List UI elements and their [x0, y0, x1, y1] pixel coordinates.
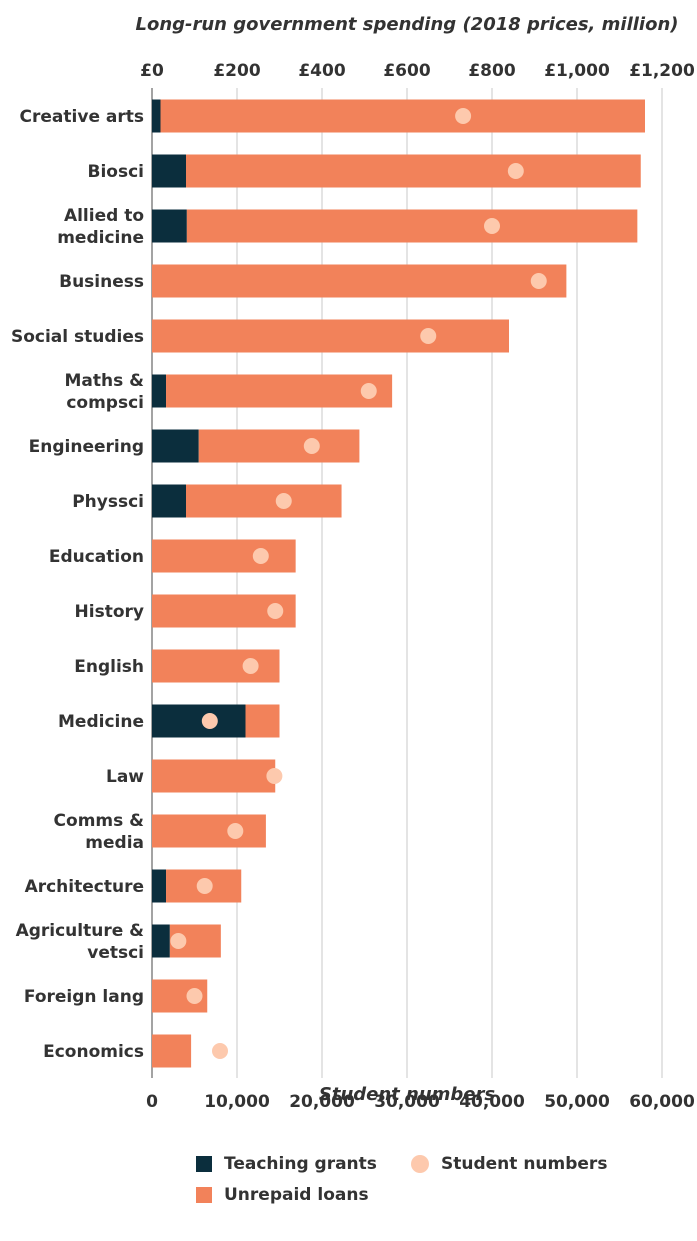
student-number-dots	[170, 108, 547, 1059]
student-number-dot	[360, 383, 377, 399]
category-label: Economics	[43, 1042, 144, 1062]
student-number-dot	[420, 328, 437, 344]
category-label: medicine	[57, 228, 144, 248]
bottom-tick-label: 20,000	[289, 1092, 355, 1112]
top-tick-label: £400	[298, 61, 345, 81]
bar-teaching-grants	[152, 924, 170, 958]
student-number-dot	[170, 933, 187, 949]
category-label: Medicine	[58, 712, 144, 732]
category-label: History	[75, 602, 144, 622]
top-tick-label: £1,000	[544, 61, 610, 81]
legend-item-student-numbers: Student numbers	[411, 1154, 607, 1174]
top-tick-label: £600	[383, 61, 430, 81]
category-label: Education	[49, 547, 144, 567]
bar-unrepaid-loans	[152, 649, 280, 683]
category-label: compsci	[66, 393, 144, 413]
category-label: Physsci	[72, 492, 144, 512]
chart-title: Long-run government spending (2018 price…	[135, 14, 678, 35]
category-label: media	[85, 833, 144, 853]
category-label: English	[74, 657, 144, 677]
bar-teaching-grants	[152, 429, 199, 463]
bar-teaching-grants	[152, 869, 167, 903]
student-number-dot	[186, 988, 203, 1004]
bar-unrepaid-loans	[152, 759, 276, 793]
teaching-grants-swatch	[196, 1156, 212, 1172]
category-label: Maths &	[65, 371, 145, 391]
student-number-dot	[275, 493, 292, 509]
bar-unrepaid-loans	[160, 99, 645, 133]
top-tick-label: £800	[468, 61, 515, 81]
bars	[152, 99, 645, 1068]
legend-label: Unrepaid loans	[224, 1185, 369, 1205]
category-label: vetsci	[87, 943, 144, 963]
student-number-dot	[201, 713, 218, 729]
category-label: Business	[59, 272, 144, 292]
legend-label: Student numbers	[441, 1154, 608, 1174]
category-label: Social studies	[11, 327, 144, 347]
student-number-dot	[266, 768, 283, 784]
top-axis-ticks: £0 £200 £400 £600 £800 £1,000 £1,200	[140, 61, 695, 81]
bar-teaching-grants	[152, 99, 161, 133]
bar-teaching-grants	[152, 374, 167, 408]
bottom-tick-label: 0	[146, 1092, 158, 1112]
top-tick-label: £1,200	[629, 61, 695, 81]
bar-unrepaid-loans	[152, 814, 266, 848]
bar-unrepaid-loans	[152, 539, 296, 573]
student-number-dot	[196, 878, 213, 894]
student-number-dot	[242, 658, 259, 674]
x-axis-title: Student numbers	[319, 1084, 496, 1105]
bar-teaching-grants	[152, 484, 186, 518]
legend: Teaching grants Student numbers Unrepaid…	[196, 1154, 676, 1240]
bar-teaching-grants	[152, 704, 246, 738]
category-label: Creative arts	[20, 107, 144, 127]
category-label: Allied to	[64, 206, 144, 226]
student-number-dot	[212, 1043, 228, 1059]
category-label: Biosci	[88, 162, 145, 182]
bar-unrepaid-loans	[152, 264, 567, 298]
chart-svg: Long-run government spending (2018 price…	[11, 14, 695, 1112]
legend-label: Teaching grants	[224, 1154, 377, 1174]
unrepaid-loans-swatch	[196, 1187, 212, 1203]
category-label: Agriculture &	[16, 921, 145, 941]
top-tick-label: £200	[213, 61, 260, 81]
bar-unrepaid-loans	[186, 209, 638, 243]
bottom-tick-label: 30,000	[374, 1092, 440, 1112]
student-number-dot	[303, 438, 320, 454]
bar-unrepaid-loans	[152, 319, 509, 353]
student-number-dot	[507, 163, 524, 179]
student-number-dot	[267, 603, 284, 619]
student-numbers-swatch	[411, 1155, 429, 1173]
category-label: Comms &	[54, 811, 145, 831]
category-label: Engineering	[29, 437, 144, 457]
category-label: Foreign lang	[24, 987, 144, 1007]
bar-teaching-grants	[152, 154, 186, 188]
legend-item-teaching-grants: Teaching grants	[196, 1154, 377, 1174]
category-label: Architecture	[25, 877, 144, 897]
bar-unrepaid-loans	[245, 704, 280, 738]
bar-unrepaid-loans	[152, 1034, 192, 1068]
bar-unrepaid-loans	[198, 429, 360, 463]
bottom-tick-label: 60,000	[629, 1092, 695, 1112]
student-number-dot	[530, 273, 547, 289]
student-number-dot	[252, 548, 269, 564]
bar-unrepaid-loans	[186, 484, 342, 518]
bottom-axis-ticks: 0 10,000 20,000 30,000 40,000 50,000 60,000	[146, 1092, 695, 1112]
bottom-tick-label: 50,000	[544, 1092, 610, 1112]
grid-lines	[151, 88, 663, 1078]
student-number-dot	[484, 218, 500, 234]
bar-teaching-grants	[152, 209, 187, 243]
student-number-dot	[227, 823, 244, 839]
bar-unrepaid-loans	[166, 374, 393, 408]
legend-item-unrepaid-loans: Unrepaid loans	[196, 1185, 369, 1205]
bottom-tick-label: 10,000	[204, 1092, 270, 1112]
student-number-dot	[455, 108, 472, 124]
bar-unrepaid-loans	[186, 154, 641, 188]
category-label: Law	[106, 767, 144, 787]
top-tick-label: £0	[140, 61, 164, 81]
bottom-tick-label: 40,000	[459, 1092, 525, 1112]
